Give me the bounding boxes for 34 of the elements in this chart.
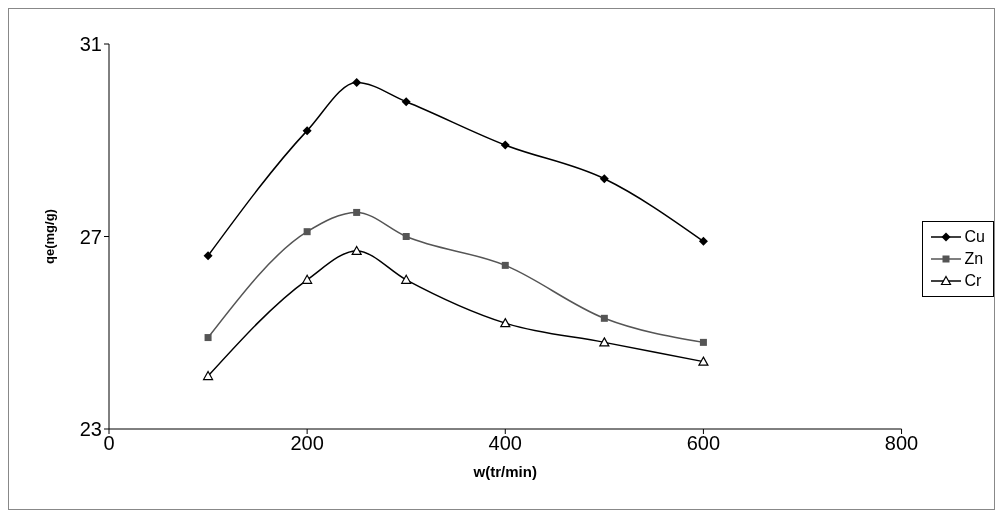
x-tick-label: 0 <box>103 432 115 455</box>
point <box>500 318 511 328</box>
point <box>302 274 313 284</box>
point <box>500 140 510 150</box>
point <box>599 174 609 184</box>
y-tick-label: 23 <box>79 418 102 441</box>
point <box>599 337 610 347</box>
point <box>203 251 213 261</box>
point <box>698 356 709 366</box>
point <box>401 97 411 107</box>
legend-label: Zn <box>964 250 984 268</box>
point <box>352 78 362 87</box>
point <box>501 261 509 269</box>
point <box>353 208 361 216</box>
y-axis-title: qe(mg/g) <box>41 209 57 264</box>
x-tick-label: 200 <box>290 432 324 455</box>
point <box>402 233 410 240</box>
x-axis-title: w(tr/min) <box>472 463 537 480</box>
point <box>698 236 708 246</box>
point <box>204 334 212 342</box>
x-tick-label: 400 <box>488 432 522 455</box>
y-tick-label: 27 <box>79 225 102 248</box>
y-tick-label: 31 <box>79 33 102 56</box>
point <box>351 245 362 256</box>
point <box>202 370 214 381</box>
legend-label: Cu <box>964 228 985 246</box>
point <box>401 274 412 284</box>
point <box>699 338 707 346</box>
legend-label: Cr <box>964 272 982 290</box>
x-tick-label: 800 <box>884 432 919 455</box>
point <box>303 228 311 236</box>
point <box>600 314 608 322</box>
x-tick-label: 600 <box>686 432 721 455</box>
point <box>302 126 312 136</box>
